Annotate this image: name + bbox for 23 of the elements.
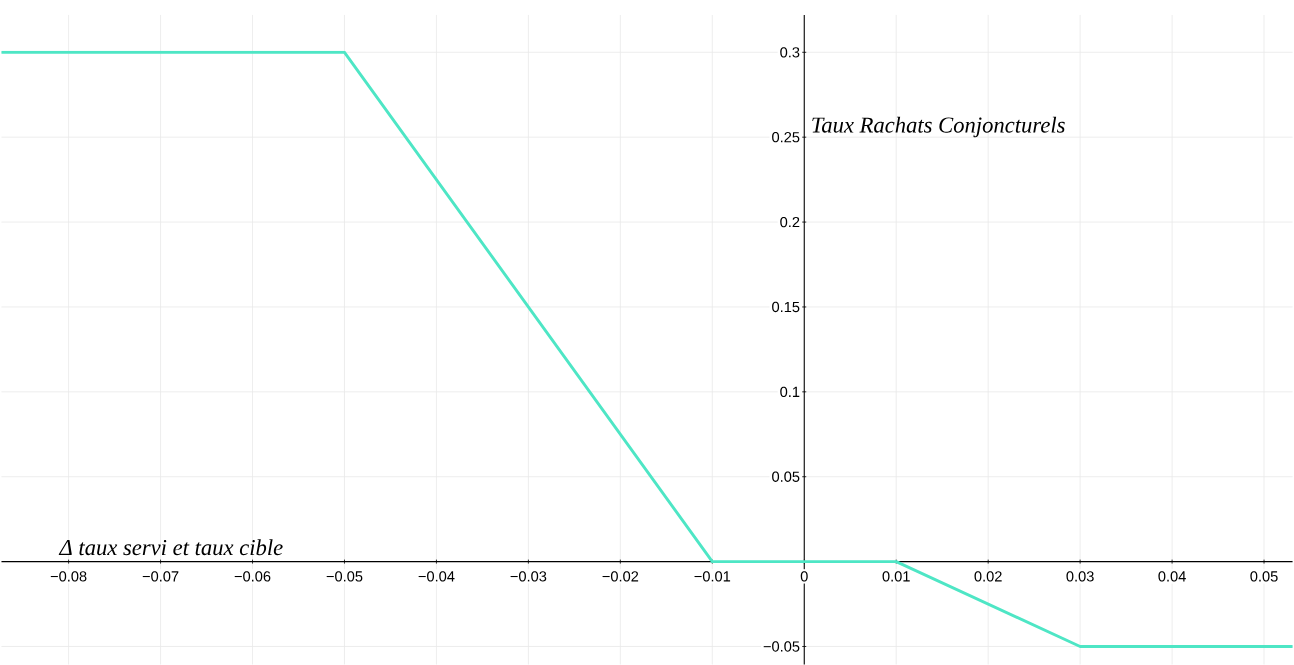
x-tick-label: −0.02	[602, 571, 639, 582]
y-tick-label: 0.1	[780, 386, 800, 398]
x-axis-title: Δ taux servi et taux cible	[58, 539, 283, 556]
x-tick-label: 0.01	[882, 571, 910, 582]
y-tick-label: 0.2	[780, 216, 800, 228]
y-tick-label: 0.3	[780, 47, 800, 58]
x-tick-label: −0.07	[142, 571, 179, 582]
y-tick-label: 0.15	[772, 301, 800, 313]
y-tick-label: 0.05	[772, 471, 800, 482]
x-tick-label: 0.05	[1250, 571, 1278, 582]
x-tick-label: −0.04	[418, 571, 455, 582]
x-tick-label: −0.08	[50, 571, 87, 582]
x-tick-label: 0.04	[1158, 571, 1186, 582]
x-tick-label: −0.03	[510, 571, 547, 582]
y-tick-label: −0.05	[763, 641, 800, 652]
y-axis-title: Taux Rachats Conjoncturels	[812, 116, 1065, 138]
x-tick-label: 0	[800, 571, 808, 582]
y-tick-label: 0.25	[772, 132, 800, 143]
x-tick-label: 0.02	[974, 571, 1002, 582]
x-tick-label: −0.05	[326, 571, 363, 582]
x-tick-label: 0.03	[1066, 571, 1094, 582]
x-tick-label: −0.06	[234, 571, 271, 582]
x-tick-label: −0.01	[694, 571, 731, 582]
